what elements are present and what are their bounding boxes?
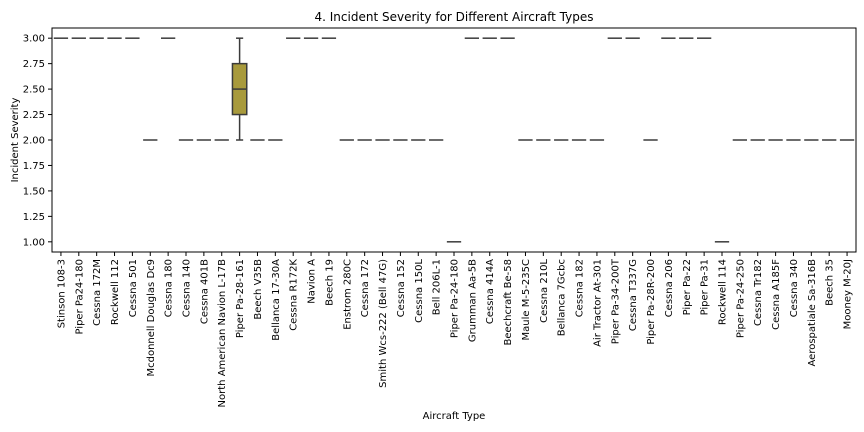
x-tick-label: Cessna 180 [164,259,175,317]
y-tick-label: 1.50 [23,186,45,197]
x-tick-label: Piper Pa-22 [682,259,693,315]
x-tick-label: Bell 206L-1 [432,259,443,315]
x-tick-label: Piper Pa-34-200T [610,258,621,344]
x-tick-label: Rockwell 114 [718,259,729,325]
x-tick-label: Cessna 340 [789,259,800,317]
y-tick-label: 1.00 [23,237,45,248]
x-tick-label: Grumman Aa-5B [467,259,478,342]
x-tick-label: Cessna 210L [539,259,550,323]
x-tick-label: Navion A [307,259,318,304]
x-tick-label: Bellanca 17-30A [271,259,282,341]
x-tick-label: Mcdonnell Douglas Dc9 [146,259,157,377]
x-tick-label: Cessna 172M [92,259,103,326]
y-tick-label: 2.50 [23,85,45,96]
x-tick-label: Aerospatiale Sa-316B [807,259,818,367]
x-tick-label: Cessna 206 [664,259,675,317]
x-tick-label: Cessna Tr182 [753,259,764,326]
x-tick-label: Maule M-5-235C [521,259,532,340]
x-tick-label: Beech 19 [324,259,335,306]
x-tick-label: Beech 35 [825,259,836,306]
y-tick-label: 3.00 [23,34,45,45]
x-tick-label: Cessna 150L [414,259,425,323]
x-tick-label: Piper Pa-28R-200 [646,259,657,345]
x-tick-label: Piper Pa-24-180 [450,259,461,338]
chart-marks [53,37,855,243]
x-tick-labels: Stinson 108-3 Piper Pa24-180 Cessna 172M Ro… [56,252,854,408]
x-tick-label: Piper Pa24-180 [74,259,85,335]
x-tick-label: Cessna 414A [485,259,496,324]
y-tick-label: 1.75 [23,161,45,172]
x-tick-label: Cessna 152 [396,259,407,317]
y-tick-label: 2.00 [23,136,45,147]
y-tick-label: 1.25 [23,212,45,223]
y-tick-labels: 1.00 1.25 1.50 1.75 2.00 2.25 2.50 2.75 3.00 [23,34,52,248]
x-axis-label: Aircraft Type [423,411,486,422]
y-tick-label: 2.75 [23,59,45,70]
x-tick-label: Cessna 401B [199,259,210,324]
x-tick-label: Piper Pa-24-250 [735,259,746,338]
x-tick-label: Mooney M-20J [843,259,854,329]
x-tick-label: Beechcraft Be-58 [503,259,514,346]
plot-frame [51,27,857,253]
x-tick-label: Cessna 140 [182,259,193,317]
x-tick-label: Cessna 182 [575,259,586,317]
x-tick-label: Enstrom 280C [342,259,353,330]
x-tick-label: Piper Pa-28-161 [235,259,246,338]
x-tick-label: Cessna R172K [289,259,300,331]
x-tick-label: Cessna 172 [360,259,371,317]
x-tick-label: Air Tractor At-301 [592,259,603,347]
x-tick-label: North American Navion L-17B [217,259,228,408]
x-tick-label: Cessna A185F [771,259,782,330]
chart-title: 4. Incident Severity for Different Aircr… [315,10,594,24]
x-tick-label: Cessna T337G [628,259,639,331]
x-tick-label: Rockwell 112 [110,259,121,325]
y-axis-label: Incident Severity [10,98,21,183]
x-tick-label: Cessna 501 [128,259,139,317]
x-tick-label: Smith Wcs-222 (Bell 47G) [378,259,389,388]
y-tick-label: 2.25 [23,110,45,121]
x-tick-label: Bellanca 7Gcbc [557,259,568,336]
x-tick-label: Stinson 108-3 [56,259,67,328]
x-tick-label: Piper Pa-31 [700,259,711,315]
x-tick-label: Beech V35B [253,259,264,320]
